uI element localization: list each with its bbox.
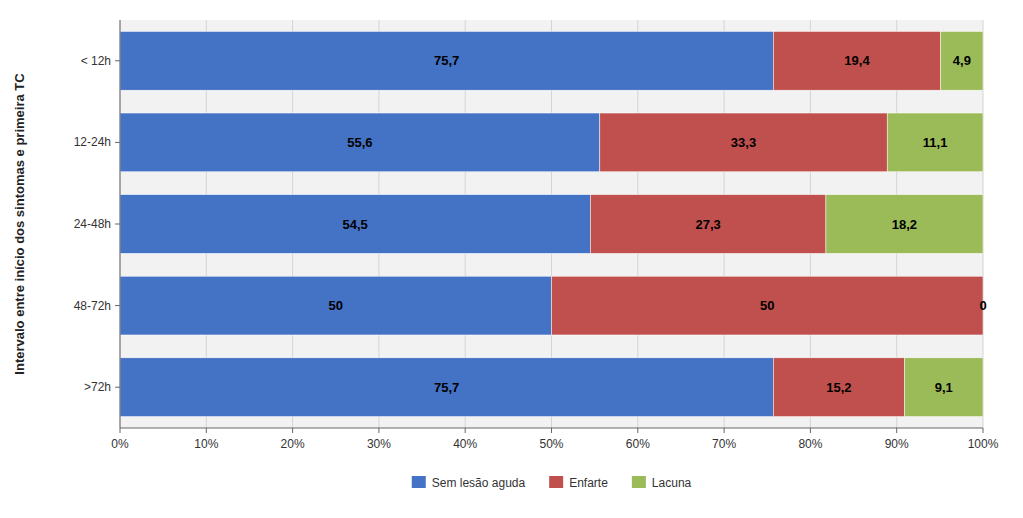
tick-mark [378, 428, 379, 433]
category-label: 24-48h [74, 217, 111, 231]
legend-label: Sem lesão aguda [432, 476, 526, 490]
tick-label: 30% [367, 437, 391, 451]
data-label: 11,1 [923, 135, 948, 150]
legend-label: Enfarte [569, 476, 608, 490]
data-label: 54,5 [343, 217, 368, 232]
legend-label: Lacuna [652, 476, 692, 490]
bar-segment [600, 113, 887, 172]
bar-segment [120, 195, 590, 254]
tick-mark [115, 387, 120, 388]
tick-label: 40% [453, 437, 477, 451]
tick-mark [810, 428, 811, 433]
category-label: 48-72h [74, 299, 111, 313]
tick-mark [637, 428, 638, 433]
data-label: 50 [760, 298, 774, 313]
bar-segment [887, 113, 983, 172]
bar-segment [904, 358, 983, 417]
tick-mark [983, 428, 984, 433]
tick-mark [120, 428, 121, 433]
data-label: 27,3 [695, 217, 720, 232]
legend-item: Enfarte [549, 476, 608, 490]
data-label: 4,9 [953, 53, 971, 68]
bar-segment [826, 195, 983, 254]
tick-label: 20% [281, 437, 305, 451]
tick-mark [465, 428, 466, 433]
tick-label: 70% [712, 437, 736, 451]
bar-segment [120, 113, 600, 172]
data-label: 0 [979, 298, 986, 313]
tick-mark [115, 60, 120, 61]
category-label: < 12h [81, 54, 111, 68]
bar-segment [120, 31, 773, 90]
plot-area [120, 20, 983, 428]
legend-swatch [549, 476, 563, 488]
axis-title: Intervalo entre início dos sintomas e pr… [12, 73, 27, 375]
axis-line [120, 428, 983, 429]
tick-label: 50% [539, 437, 563, 451]
legend-swatch [412, 476, 426, 488]
legend-item: Lacuna [632, 476, 692, 490]
data-label: 75,7 [434, 380, 459, 395]
y-axis: < 12h 12-24h 24-48h 48-72h >72h [74, 20, 120, 428]
data-label: 15,2 [826, 380, 851, 395]
legend: Sem lesão aguda Enfarte Lacuna [412, 476, 692, 490]
data-labels: 75,7 19,4 4,9 55,6 33,3 11,1 54,5 27,3 18,2 50 50 0… [329, 53, 987, 394]
data-label: 55,6 [347, 135, 372, 150]
tick-mark [115, 142, 120, 143]
data-label: 75,7 [434, 53, 459, 68]
tick-mark [724, 428, 725, 433]
tick-label: 60% [626, 437, 650, 451]
tick-label: 10% [194, 437, 218, 451]
data-label: 9,1 [935, 380, 953, 395]
bar-segment [552, 276, 984, 335]
tick-label: 90% [885, 437, 909, 451]
tick-label: 80% [798, 437, 822, 451]
legend-swatch [632, 476, 646, 488]
bar-segment [590, 195, 826, 254]
data-label: 50 [329, 298, 343, 313]
grid [120, 20, 983, 428]
category-label: >72h [84, 380, 111, 394]
tick-label: 0% [111, 437, 129, 451]
bars [120, 31, 983, 416]
data-label: 18,2 [892, 217, 917, 232]
tick-label: 100% [968, 437, 999, 451]
data-label: 19,4 [844, 53, 870, 68]
x-axis: 0% 10% 20% 30% 40% 50% 60% 70% 80% 90% 100% [111, 428, 998, 451]
chart: 0% 10% 20% 30% 40% 50% 60% 70% 80% 90% 100% 75,7 19,… [0, 0, 1023, 518]
tick-mark [115, 305, 120, 306]
tick-mark [292, 428, 293, 433]
bar-segment [773, 358, 904, 417]
legend-item: Sem lesão aguda [412, 476, 526, 490]
bar-segment [941, 31, 983, 90]
tick-mark [551, 428, 552, 433]
tick-mark [206, 428, 207, 433]
category-label: 12-24h [74, 135, 111, 149]
tick-mark [896, 428, 897, 433]
bar-segment [120, 358, 773, 417]
bar-segment [773, 31, 940, 90]
bar-segment [120, 276, 552, 335]
data-label: 33,3 [731, 135, 756, 150]
tick-mark [115, 224, 120, 225]
